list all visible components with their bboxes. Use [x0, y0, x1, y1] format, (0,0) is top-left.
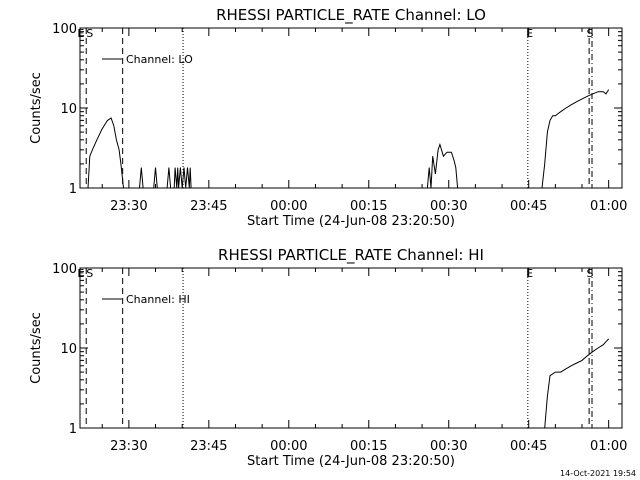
x-tick-label: 01:00 [590, 199, 627, 214]
y-tick-label: 100 [52, 22, 77, 37]
legend-label: Channel: HI [126, 293, 190, 306]
chart-title: RHESSI PARTICLE_RATE Channel: LO [216, 6, 486, 25]
chart-title: RHESSI PARTICLE_RATE Channel: HI [218, 246, 484, 265]
event-marker-label: E [526, 27, 533, 40]
series-line [544, 338, 610, 429]
x-axis-label: Start Time (24-Jun-08 23:20:50) [247, 454, 455, 469]
event-marker-label: S [587, 267, 594, 280]
y-axis-label: Counts/sec [29, 312, 44, 384]
series-line [87, 89, 610, 189]
y-axis-label: Counts/sec [29, 72, 44, 144]
plot-frame [79, 27, 623, 189]
event-marker-label: E [77, 27, 84, 40]
y-tick-label: 10 [60, 342, 77, 357]
event-marker-label: E [526, 267, 533, 280]
x-axis-label: Start Time (24-Jun-08 23:20:50) [247, 214, 455, 229]
x-tick-label: 23:45 [190, 439, 227, 454]
x-tick-label: 00:30 [430, 439, 467, 454]
y-tick-label: 1 [69, 422, 77, 437]
x-tick-label: 00:30 [430, 199, 467, 214]
y-tick-label: 10 [60, 102, 77, 117]
x-tick-label: 23:30 [110, 439, 147, 454]
event-marker-label: S [587, 27, 594, 40]
event-marker-label: S [86, 267, 93, 280]
plot-frame [79, 267, 623, 429]
x-tick-label: 23:30 [110, 199, 147, 214]
event-marker-label: E [77, 267, 84, 280]
y-tick-label: 100 [52, 262, 77, 277]
x-tick-label: 01:00 [590, 439, 627, 454]
x-tick-label: 00:45 [510, 439, 547, 454]
x-tick-label: 00:45 [510, 199, 547, 214]
chart-panel: RHESSI PARTICLE_RATE Channel: LO Counts/s… [29, 6, 627, 229]
x-tick-label: 23:45 [190, 199, 227, 214]
x-tick-label: 00:00 [270, 199, 307, 214]
chart-panel: RHESSI PARTICLE_RATE Channel: HI Counts/s… [29, 246, 627, 469]
timestamp-label: 14-Oct-2021 19:54 [560, 469, 636, 478]
x-tick-label: 00:00 [270, 439, 307, 454]
x-tick-label: 00:15 [350, 439, 387, 454]
y-tick-label: 1 [69, 182, 77, 197]
legend-label: Channel: LO [126, 53, 193, 66]
x-tick-label: 00:15 [350, 199, 387, 214]
event-marker-label: S [86, 27, 93, 40]
